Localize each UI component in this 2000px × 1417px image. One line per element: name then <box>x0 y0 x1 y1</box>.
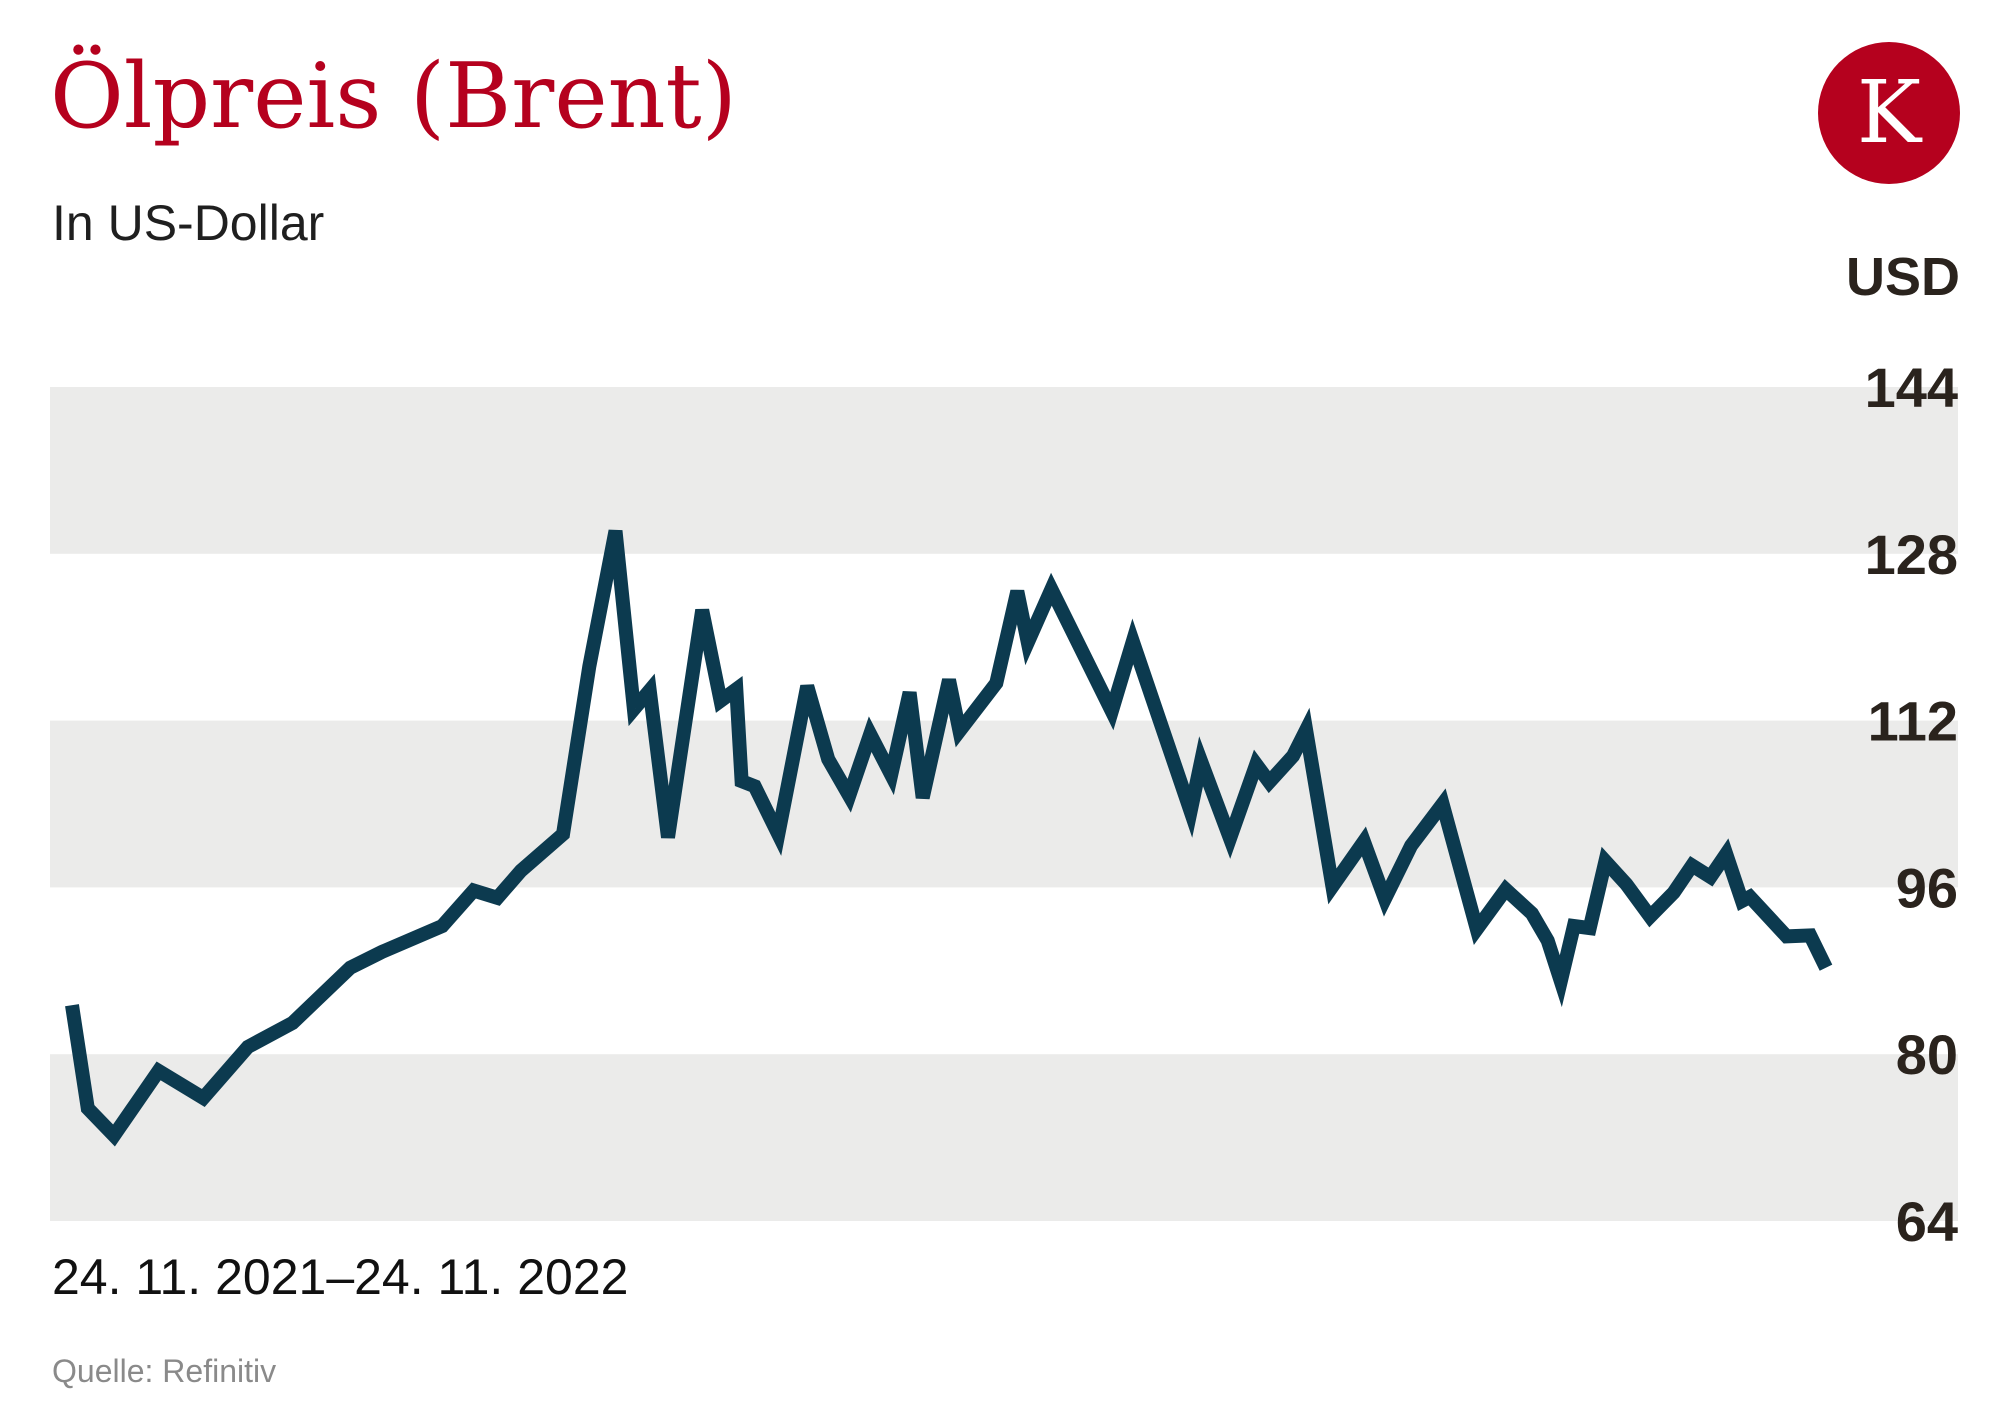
date-range: 24. 11. 2021–24. 11. 2022 <box>52 1249 629 1305</box>
y-tick-label: 144 <box>1865 356 1958 419</box>
y-tick-label: 96 <box>1896 856 1958 919</box>
source-note: Quelle: Refinitiv <box>52 1353 277 1389</box>
brand-logo: K <box>1818 42 1960 184</box>
y-tick-label: 80 <box>1896 1023 1958 1086</box>
y-tick-label: 64 <box>1896 1190 1958 1253</box>
grid-band <box>50 720 1958 888</box>
y-tick-labels: 144 128 112 96 80 64 <box>1865 356 1958 1253</box>
y-unit-label: USD <box>1845 247 1960 307</box>
grid-band <box>50 1054 1958 1221</box>
chart-subtitle: In US-Dollar <box>52 195 325 251</box>
logo-letter: K <box>1856 63 1922 163</box>
y-tick-label: 128 <box>1865 523 1958 586</box>
series-line <box>65 529 1833 1147</box>
y-tick-label: 112 <box>1868 690 1958 753</box>
chart-title: Ölpreis (Brent) <box>50 44 737 149</box>
grid-band <box>50 387 1958 554</box>
grid-bands <box>50 387 1958 1221</box>
